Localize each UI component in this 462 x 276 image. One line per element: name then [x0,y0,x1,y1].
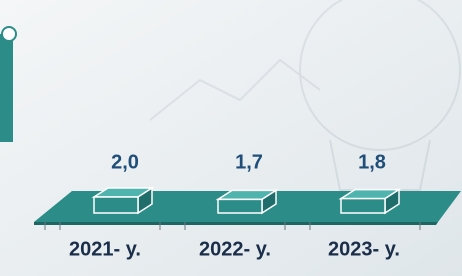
bar [218,190,276,213]
value-label: 1,7 [235,151,263,173]
value-label: 1,8 [358,151,386,173]
bar [94,188,152,213]
side-tab [0,34,13,142]
chart: 2,0 2021- y. 1,7 2022- y. 1,8 2023- y. [0,0,462,276]
background [0,0,462,276]
bar-front [94,197,138,213]
value-label: 2,0 [111,151,139,173]
bar-front [218,199,262,213]
bar [341,190,399,213]
x-tick-label: 2023- y. [328,238,400,260]
x-tick-label: 2022- y. [199,238,271,260]
platform-edge [34,222,438,225]
bar-front [341,199,385,213]
x-tick-label: 2021- y. [69,238,141,260]
side-tab-dot [2,27,16,41]
